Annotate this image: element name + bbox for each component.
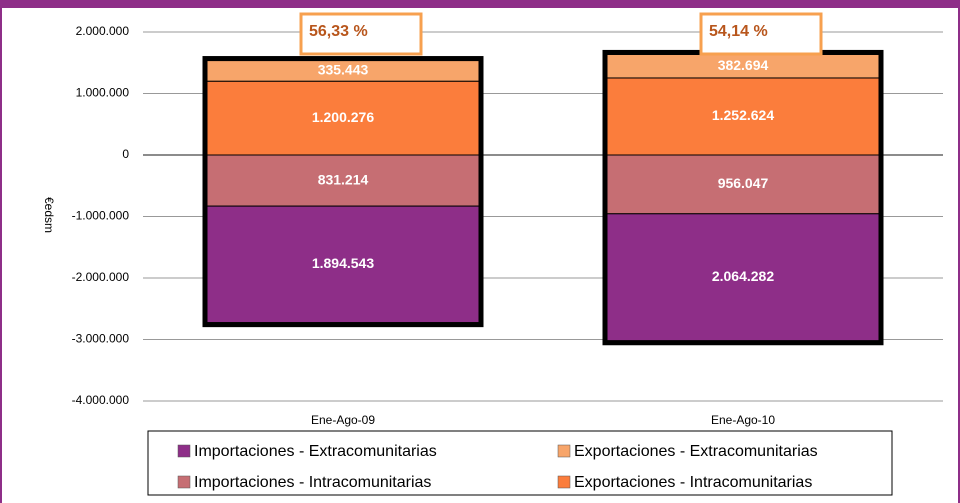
value-label: 382.694 <box>718 57 769 73</box>
value-label: 1.200.276 <box>312 109 374 125</box>
y-tick-label: 0 <box>122 147 129 161</box>
value-label: 956.047 <box>718 175 769 191</box>
annotation: 56,33 % <box>309 23 368 40</box>
legend-label: Exportaciones - Intracomunitarias <box>574 474 812 491</box>
annotation: 54,14 % <box>709 23 768 40</box>
bar-outline <box>202 56 484 328</box>
bar-segment <box>206 205 480 324</box>
legend-label: Importaciones - Extracomunitarias <box>194 443 437 460</box>
value-label: 335.443 <box>318 62 369 78</box>
bar-segment <box>606 213 880 342</box>
legend-swatch <box>177 444 191 458</box>
value-label: 1.252.624 <box>712 107 774 123</box>
legend-swatch <box>177 475 191 489</box>
legend-label: Exportaciones - Extracomunitarias <box>574 443 818 460</box>
value-label: 2.064.282 <box>712 268 774 284</box>
legend-box <box>147 430 893 496</box>
y-tick-label: -2.000.000 <box>72 270 130 284</box>
y-tick-label: -3.000.000 <box>72 332 130 346</box>
annotation-box <box>699 12 823 56</box>
legend-swatch <box>557 475 571 489</box>
y-tick-label: 1.000.000 <box>76 86 130 100</box>
header-band <box>0 0 960 8</box>
value-label: 1.894.543 <box>312 255 374 271</box>
y-tick-label: -4.000.000 <box>72 393 130 407</box>
x-tick-label: Ene-Ago-09 <box>311 413 375 427</box>
legend-label: Importaciones - Intracomunitarias <box>194 474 431 491</box>
value-label: 831.214 <box>318 171 369 187</box>
x-tick-label: Ene-Ago-10 <box>711 413 775 427</box>
bar-segment <box>606 154 880 215</box>
y-tick-label: 2.000.000 <box>76 24 130 38</box>
y-axis-label: €edsm <box>42 197 56 233</box>
y-tick-label: -1.000.000 <box>72 209 130 223</box>
legend-swatch <box>557 444 571 458</box>
annotation-box <box>299 12 423 56</box>
